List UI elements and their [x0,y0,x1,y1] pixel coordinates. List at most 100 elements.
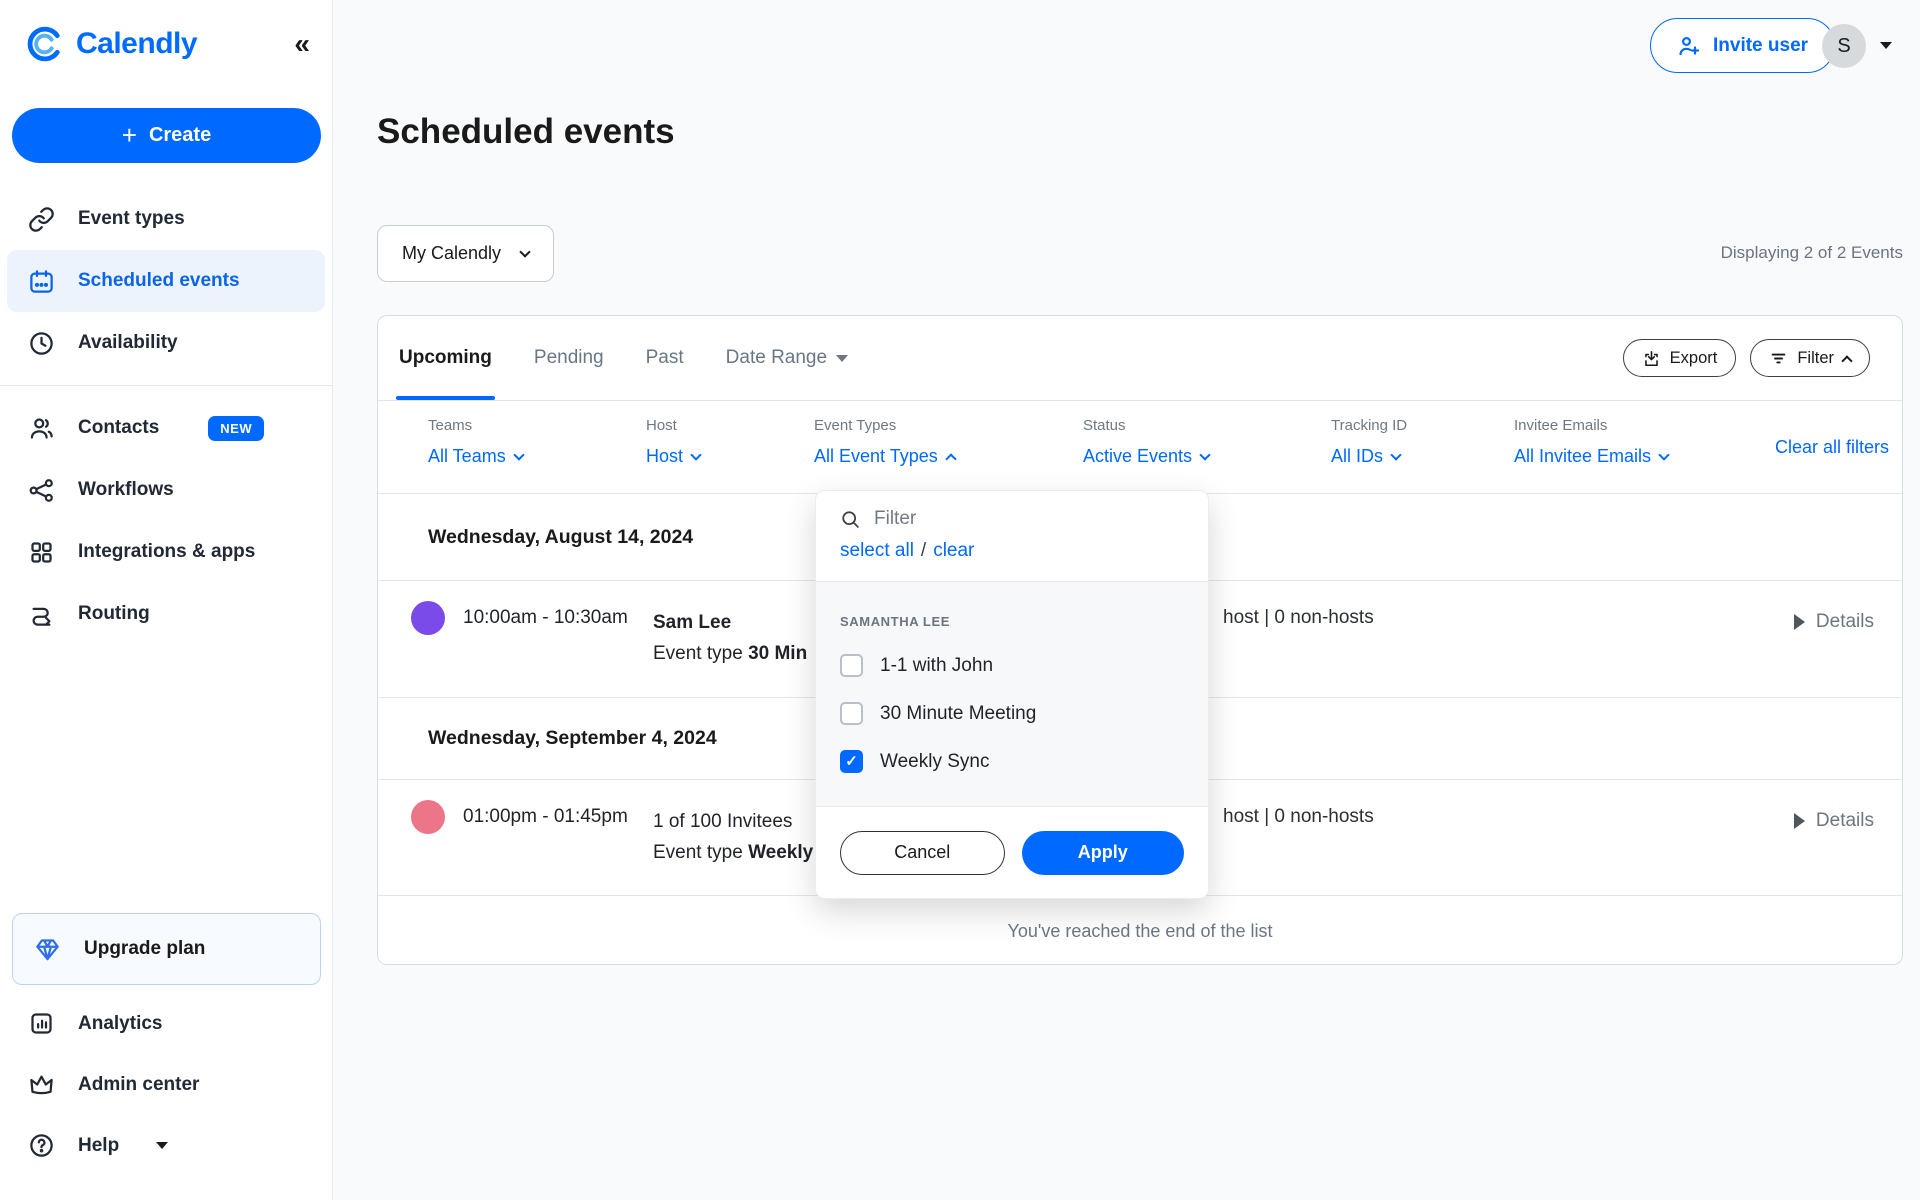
calendly-wordmark: Calendly [76,27,198,60]
filter-teams: Teams All Teams [428,417,525,467]
sidebar-item-event-types[interactable]: Event types [7,188,325,250]
tab-upcoming[interactable]: Upcoming [396,316,495,400]
chevron-down-icon [1390,448,1402,461]
upgrade-plan-label: Upgrade plan [84,938,206,959]
link-icon [28,206,55,233]
sidebar-item-integrations[interactable]: Integrations & apps [7,521,325,583]
sidebar-item-label: Availability [78,332,178,353]
create-button-label: Create [148,124,212,146]
plus-icon: + [121,119,137,150]
select-all-link[interactable]: select all [840,540,914,561]
checkbox-icon[interactable] [840,654,863,677]
upgrade-plan-button[interactable]: Upgrade plan [12,913,321,985]
event-type-search-input[interactable]: Filter [840,508,1184,530]
dropdown-footer: Cancel Apply [816,807,1208,898]
create-button[interactable]: + Create [12,108,321,163]
export-button[interactable]: Export [1622,339,1737,377]
apply-button[interactable]: Apply [1021,830,1184,875]
avatar-initial: S [1837,34,1851,57]
sidebar-item-label: Admin center [78,1073,200,1095]
sidebar-item-routing[interactable]: Routing [7,583,325,645]
filter-invitee-emails-value[interactable]: All Invitee Emails [1514,446,1670,467]
host-info: host | 0 non-hosts [1223,806,1374,827]
sidebar-item-label: Scheduled events [78,270,240,291]
sidebar-item-contacts[interactable]: Contacts NEW [7,397,325,459]
chevron-down-icon [836,354,849,362]
sidebar-item-label: Integrations & apps [78,541,256,562]
filter-host: Host Host [646,417,702,467]
filter-event-types-value[interactable]: All Event Types [814,446,957,467]
event-type-option-weekly-sync[interactable]: Weekly Sync [840,750,1184,773]
details-button[interactable]: Details [1793,810,1874,832]
collapse-sidebar-icon[interactable]: « [294,28,310,59]
filter-icon [1769,349,1788,368]
cancel-button[interactable]: Cancel [840,830,1005,875]
sidebar-item-label: Contacts [78,417,160,438]
clear-link[interactable]: clear [933,540,975,561]
sidebar-item-availability[interactable]: Availability [7,312,325,374]
details-button[interactable]: Details [1793,611,1874,633]
page-title: Scheduled events [377,112,675,151]
chevron-up-icon [945,453,957,465]
end-of-list-message: You've reached the end of the list [1007,920,1273,941]
event-type: Event type Weekly [653,842,814,863]
sidebar-item-help[interactable]: Help [7,1115,325,1176]
checkbox-icon[interactable] [840,702,863,725]
workflows-icon [28,477,55,504]
select-controls: select all / clear [840,540,975,561]
tab-past[interactable]: Past [645,347,684,368]
sidebar-item-scheduled-events[interactable]: Scheduled events [7,250,325,312]
analytics-icon [28,1010,55,1037]
routing-icon [28,601,55,628]
checkbox-icon[interactable] [840,750,863,773]
dropdown-header: Filter select all / clear [816,491,1208,581]
displaying-count: Displaying 2 of 2 Events [1720,243,1903,262]
sidebar-item-admin-center[interactable]: Admin center [7,1054,325,1115]
sidebar-item-label: Routing [78,603,150,624]
sidebar-item-label: Help [78,1134,120,1156]
avatar[interactable]: S [1822,24,1866,68]
chevron-down-icon [690,448,702,461]
filter-teams-value[interactable]: All Teams [428,446,525,467]
sidebar-nav-main: Event types Scheduled events Availabilit… [0,188,332,374]
event-color-dot [411,601,445,635]
chevron-down-icon [513,448,525,461]
event-type-option-1-1-with-john[interactable]: 1-1 with John [840,654,1184,677]
crown-icon [28,1071,55,1098]
sidebar-item-workflows[interactable]: Workflows [7,459,325,521]
sidebar-item-label: Workflows [78,479,174,500]
sidebar-nav-bottom: Analytics Admin center Help [0,993,332,1176]
filter-button[interactable]: Filter [1750,339,1870,377]
sidebar: Calendly « + Create Event types [0,0,333,1200]
event-time: 01:00pm - 01:45pm [463,806,628,827]
filter-tracking-id-value[interactable]: All IDs [1331,446,1407,467]
clear-all-filters-link[interactable]: Clear all filters [1774,437,1889,457]
filter-host-value[interactable]: Host [646,446,702,467]
clock-icon [28,330,55,357]
play-icon [1793,813,1805,829]
sidebar-nav-secondary: Contacts NEW Workflows Integrations & ap… [0,397,332,645]
dropdown-options: SAMANTHA LEE 1-1 with John 30 Minute Mee… [816,581,1208,807]
scope-selector[interactable]: My Calendly [377,225,555,282]
tab-pending[interactable]: Pending [533,347,604,368]
tab-date-range[interactable]: Date Range [726,316,849,400]
event-color-dot [411,800,445,834]
event-types-dropdown: Filter select all / clear SAMANTHA LEE 1… [815,490,1209,899]
export-label: Export [1669,348,1718,367]
invite-user-button[interactable]: Invite user [1650,18,1836,73]
event-type-option-30-minute-meeting[interactable]: 30 Minute Meeting [840,702,1184,725]
filter-status-value[interactable]: Active Events [1083,446,1211,467]
event-info: Sam Lee Event type 30 Min [653,607,807,669]
chevron-up-icon [1841,354,1853,367]
calendly-logo[interactable]: Calendly [24,23,198,65]
search-placeholder: Filter [874,508,917,529]
chevron-down-icon [1199,448,1211,461]
account-menu-caret-icon[interactable] [1880,42,1892,49]
filters-row: Teams All Teams Host Host Event Types Al… [378,401,1902,494]
event-info: 1 of 100 Invitees Event type Weekly [653,806,813,868]
new-badge: NEW [208,415,265,441]
chevron-down-icon [156,1142,169,1149]
event-title: 1 of 100 Invitees [653,811,793,832]
sidebar-item-analytics[interactable]: Analytics [7,993,325,1054]
sidebar-item-label: Event types [78,208,185,229]
